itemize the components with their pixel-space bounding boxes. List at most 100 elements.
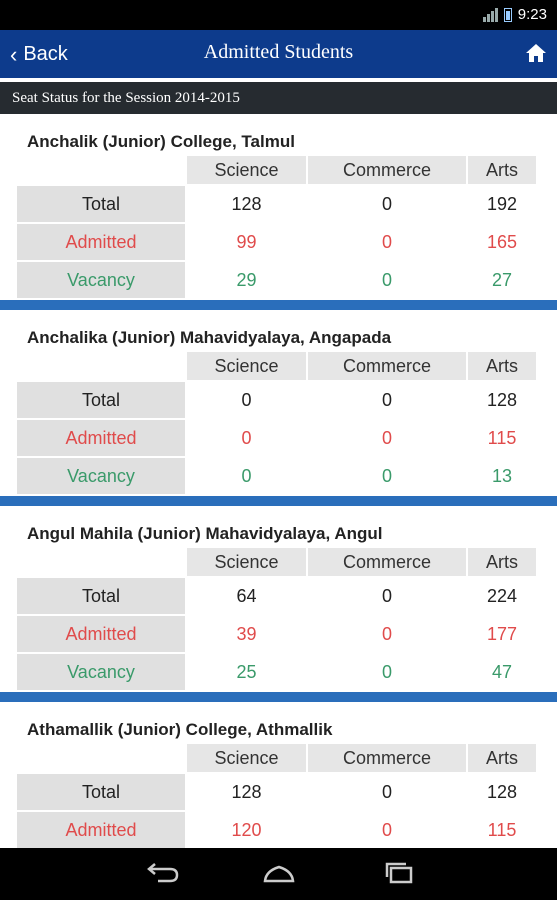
- table-cell: 99: [187, 224, 306, 260]
- row-label: Total: [17, 774, 185, 810]
- row-label: Total: [17, 186, 185, 222]
- page-title: Admitted Students: [203, 41, 354, 63]
- college-name: Athamallik (Junior) College, Athmallik: [27, 720, 333, 739]
- column-header: Science: [187, 548, 306, 576]
- header-blank-cell: [17, 548, 185, 576]
- card-divider: [0, 300, 557, 310]
- row-label: Vacancy: [17, 262, 185, 298]
- card-divider: [0, 692, 557, 702]
- table-cell: 0: [308, 186, 466, 222]
- table-cell: 47: [468, 654, 536, 690]
- column-header: Commerce: [308, 744, 466, 772]
- status-bar: 9:23: [0, 0, 557, 30]
- card-divider: [0, 496, 557, 506]
- table-cell: 0: [308, 578, 466, 614]
- table-cell: 64: [187, 578, 306, 614]
- table-cell: 0: [308, 420, 466, 456]
- table-cell: 120: [187, 812, 306, 848]
- table-cell: 29: [187, 262, 306, 298]
- table-cell: 128: [187, 186, 306, 222]
- row-label: Admitted: [17, 812, 185, 848]
- column-header: Science: [187, 744, 306, 772]
- seat-table: Science Commerce Arts Total 64 0 224 Admitted 39…: [15, 546, 538, 692]
- table-cell: 0: [308, 654, 466, 690]
- table-row: Total 128 0 192: [17, 186, 536, 222]
- table-row: Vacancy 0 0 13: [17, 458, 536, 494]
- table-cell: 27: [468, 262, 536, 298]
- header-blank-cell: [17, 744, 185, 772]
- college-card: Athamallik (Junior) College, Athmallik Sc…: [0, 702, 557, 848]
- table-cell: 0: [308, 224, 466, 260]
- table-header-row: Science Commerce Arts: [17, 352, 536, 380]
- row-label: Total: [17, 382, 185, 418]
- table-cell: 0: [187, 382, 306, 418]
- seat-table: Science Commerce Arts Total 0 0 128 Admitted 0 0 1…: [15, 350, 538, 496]
- table-cell: 128: [468, 382, 536, 418]
- college-name: Anchalika (Junior) Mahavidyalaya, Angapa…: [27, 328, 392, 347]
- college-card: Anchalika (Junior) Mahavidyalaya, Angapa…: [0, 310, 557, 496]
- row-label: Admitted: [17, 224, 185, 260]
- table-row: Vacancy 29 0 27: [17, 262, 536, 298]
- table-cell: 0: [187, 458, 306, 494]
- back-button[interactable]: ‹ Back: [10, 43, 68, 66]
- table-row: Vacancy 25 0 47: [17, 654, 536, 690]
- college-name: Anchalik (Junior) College, Talmul: [27, 132, 295, 151]
- column-header: Commerce: [308, 352, 466, 380]
- college-list[interactable]: Anchalik (Junior) College, Talmul Science…: [0, 114, 557, 848]
- row-label: Vacancy: [17, 458, 185, 494]
- table-cell: 13: [468, 458, 536, 494]
- table-cell: 39: [187, 616, 306, 652]
- college-name: Angul Mahila (Junior) Mahavidyalaya, Ang…: [27, 524, 383, 543]
- seat-table: Science Commerce Arts Total 128 0 192 Admitted 9…: [15, 154, 538, 300]
- header-blank-cell: [17, 156, 185, 184]
- table-cell: 0: [308, 382, 466, 418]
- recent-apps-icon[interactable]: [382, 860, 416, 886]
- column-header: Science: [187, 156, 306, 184]
- table-cell: 128: [468, 774, 536, 810]
- table-cell: 0: [308, 262, 466, 298]
- table-row: Admitted 99 0 165: [17, 224, 536, 260]
- table-row: Total 64 0 224: [17, 578, 536, 614]
- seat-table: Science Commerce Arts Total 128 0 128 Admitted 1…: [15, 742, 538, 848]
- table-row: Admitted 0 0 115: [17, 420, 536, 456]
- column-header: Science: [187, 352, 306, 380]
- table-cell: 165: [468, 224, 536, 260]
- table-cell: 115: [468, 812, 536, 848]
- back-nav-icon[interactable]: [146, 860, 180, 886]
- chevron-left-icon: ‹: [10, 41, 18, 67]
- home-nav-icon[interactable]: [262, 860, 296, 886]
- table-cell: 128: [187, 774, 306, 810]
- table-row: Total 0 0 128: [17, 382, 536, 418]
- column-header: Commerce: [308, 548, 466, 576]
- status-time: 9:23: [517, 6, 547, 23]
- college-card: Angul Mahila (Junior) Mahavidyalaya, Ang…: [0, 506, 557, 692]
- row-label: Admitted: [17, 616, 185, 652]
- column-header: Arts: [468, 548, 536, 576]
- column-header: Commerce: [308, 156, 466, 184]
- session-header: Seat Status for the Session 2014-2015: [0, 82, 557, 114]
- table-header-row: Science Commerce Arts: [17, 548, 536, 576]
- table-cell: 224: [468, 578, 536, 614]
- college-card: Anchalik (Junior) College, Talmul Science…: [0, 114, 557, 300]
- table-cell: 0: [308, 616, 466, 652]
- table-header-row: Science Commerce Arts: [17, 156, 536, 184]
- home-icon[interactable]: [525, 43, 547, 63]
- header-blank-cell: [17, 352, 185, 380]
- table-cell: 192: [468, 186, 536, 222]
- table-cell: 0: [308, 812, 466, 848]
- table-cell: 25: [187, 654, 306, 690]
- row-label: Vacancy: [17, 654, 185, 690]
- row-label: Total: [17, 578, 185, 614]
- table-row: Total 128 0 128: [17, 774, 536, 810]
- column-header: Arts: [468, 156, 536, 184]
- table-row: Admitted 39 0 177: [17, 616, 536, 652]
- table-header-row: Science Commerce Arts: [17, 744, 536, 772]
- table-cell: 177: [468, 616, 536, 652]
- navigation-bar: [0, 848, 557, 900]
- table-cell: 0: [308, 774, 466, 810]
- signal-icon: [482, 7, 498, 22]
- back-label: Back: [23, 43, 68, 65]
- row-label: Admitted: [17, 420, 185, 456]
- table-cell: 0: [187, 420, 306, 456]
- column-header: Arts: [468, 352, 536, 380]
